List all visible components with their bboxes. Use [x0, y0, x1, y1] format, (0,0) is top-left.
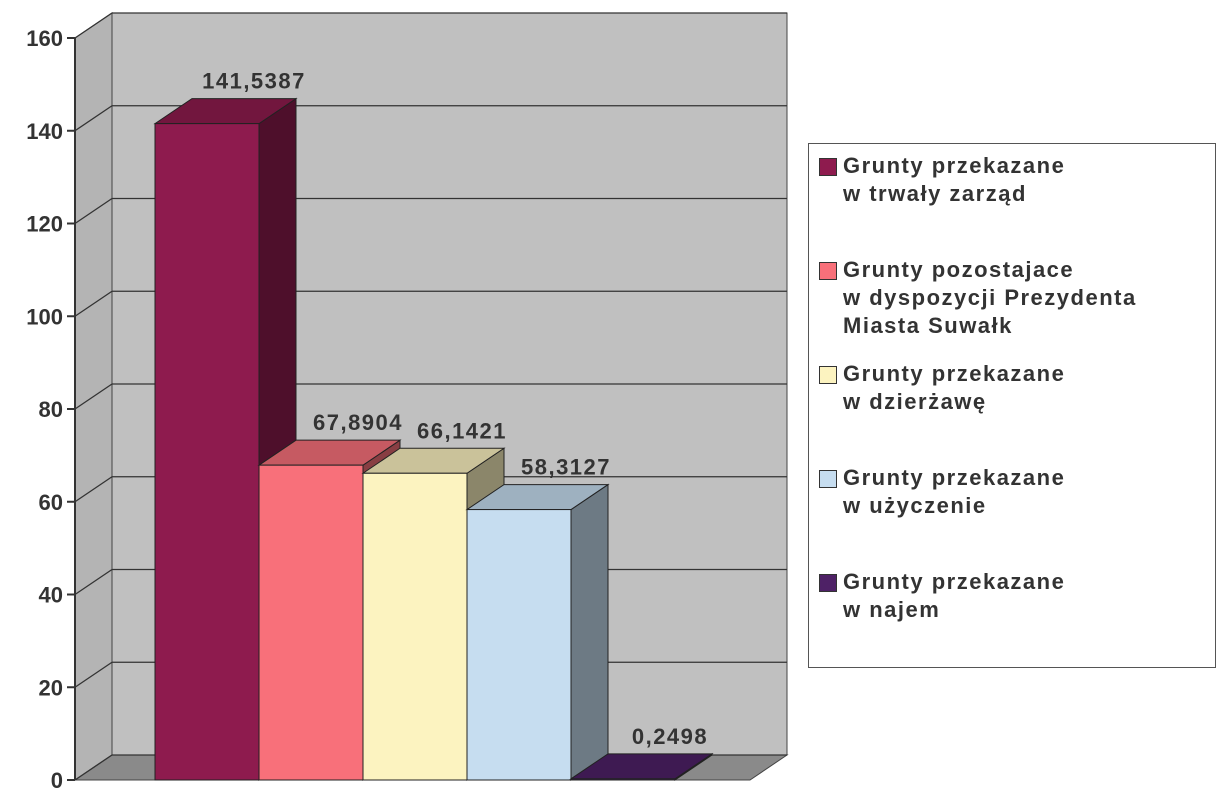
legend-label: Grunty przekazane w trwały zarząd: [843, 153, 1066, 206]
grid-line: [74, 754, 113, 781]
grid-line: [74, 568, 113, 596]
grid-line: [74, 476, 113, 503]
legend-item: Grunty przekazane w użyczenie: [819, 464, 1215, 568]
bar: [154, 123, 260, 781]
y-tick-label: 160: [26, 26, 63, 51]
y-tick-label: 40: [39, 583, 63, 608]
bar: [466, 509, 572, 781]
legend: Grunty przekazane w trwały zarząd Grunty …: [808, 143, 1216, 668]
grid-line: [74, 197, 113, 225]
legend-swatch: [819, 470, 837, 488]
y-tick-label: 20: [39, 675, 63, 700]
legend-item: Grunty przekazane w najem: [819, 568, 1215, 672]
y-tick-label: 80: [39, 397, 63, 422]
y-tick-label: 120: [26, 212, 63, 237]
legend-item: Grunty przekazane w trwały zarząd: [819, 152, 1215, 256]
data-label: 58,3127: [521, 455, 611, 480]
legend-swatch: [819, 366, 837, 384]
legend-swatch: [819, 574, 837, 592]
y-tick-label: 100: [26, 304, 63, 329]
y-tick-label: 140: [26, 119, 63, 144]
y-tick-label: 60: [39, 490, 63, 515]
grid-line: [74, 661, 113, 688]
bar: [258, 464, 364, 781]
legend-item: Grunty przekazane w dzierżawę: [819, 360, 1215, 464]
data-label: 67,8904: [313, 410, 403, 435]
legend-swatch: [819, 158, 837, 176]
grid-line: [74, 290, 113, 317]
legend-item: Grunty pozostajace w dyspozycji Prezyden…: [819, 256, 1215, 360]
data-label: 66,1421: [417, 418, 507, 443]
bar: [570, 778, 676, 781]
grid-line: [74, 105, 113, 132]
legend-label: Grunty przekazane w użyczenie: [843, 465, 1066, 518]
data-label: 0,2498: [632, 724, 708, 749]
legend-label: Grunty przekazane w najem: [843, 569, 1066, 622]
legend-swatch: [819, 262, 837, 280]
grid-line: [74, 12, 113, 39]
bar: [362, 472, 468, 781]
bar-side: [570, 483, 609, 781]
legend-label: Grunty pozostajace w dyspozycji Prezyden…: [843, 257, 1137, 338]
grid-line: [74, 383, 113, 410]
data-label: 141,5387: [202, 69, 306, 94]
y-tick-label: 0: [51, 768, 63, 791]
legend-label: Grunty przekazane w dzierżawę: [843, 361, 1066, 414]
